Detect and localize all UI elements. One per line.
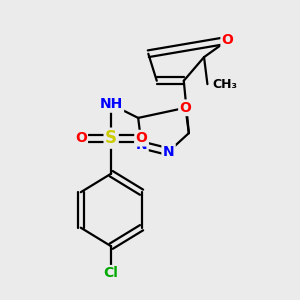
Text: S: S <box>105 129 117 147</box>
Text: CH₃: CH₃ <box>212 78 238 91</box>
Text: NH: NH <box>100 98 123 111</box>
Text: N: N <box>163 145 174 159</box>
Text: Cl: Cl <box>104 266 119 280</box>
Text: O: O <box>179 101 191 115</box>
Text: N: N <box>136 138 147 152</box>
Text: O: O <box>75 131 87 145</box>
Text: O: O <box>222 33 234 47</box>
Text: O: O <box>136 131 148 145</box>
